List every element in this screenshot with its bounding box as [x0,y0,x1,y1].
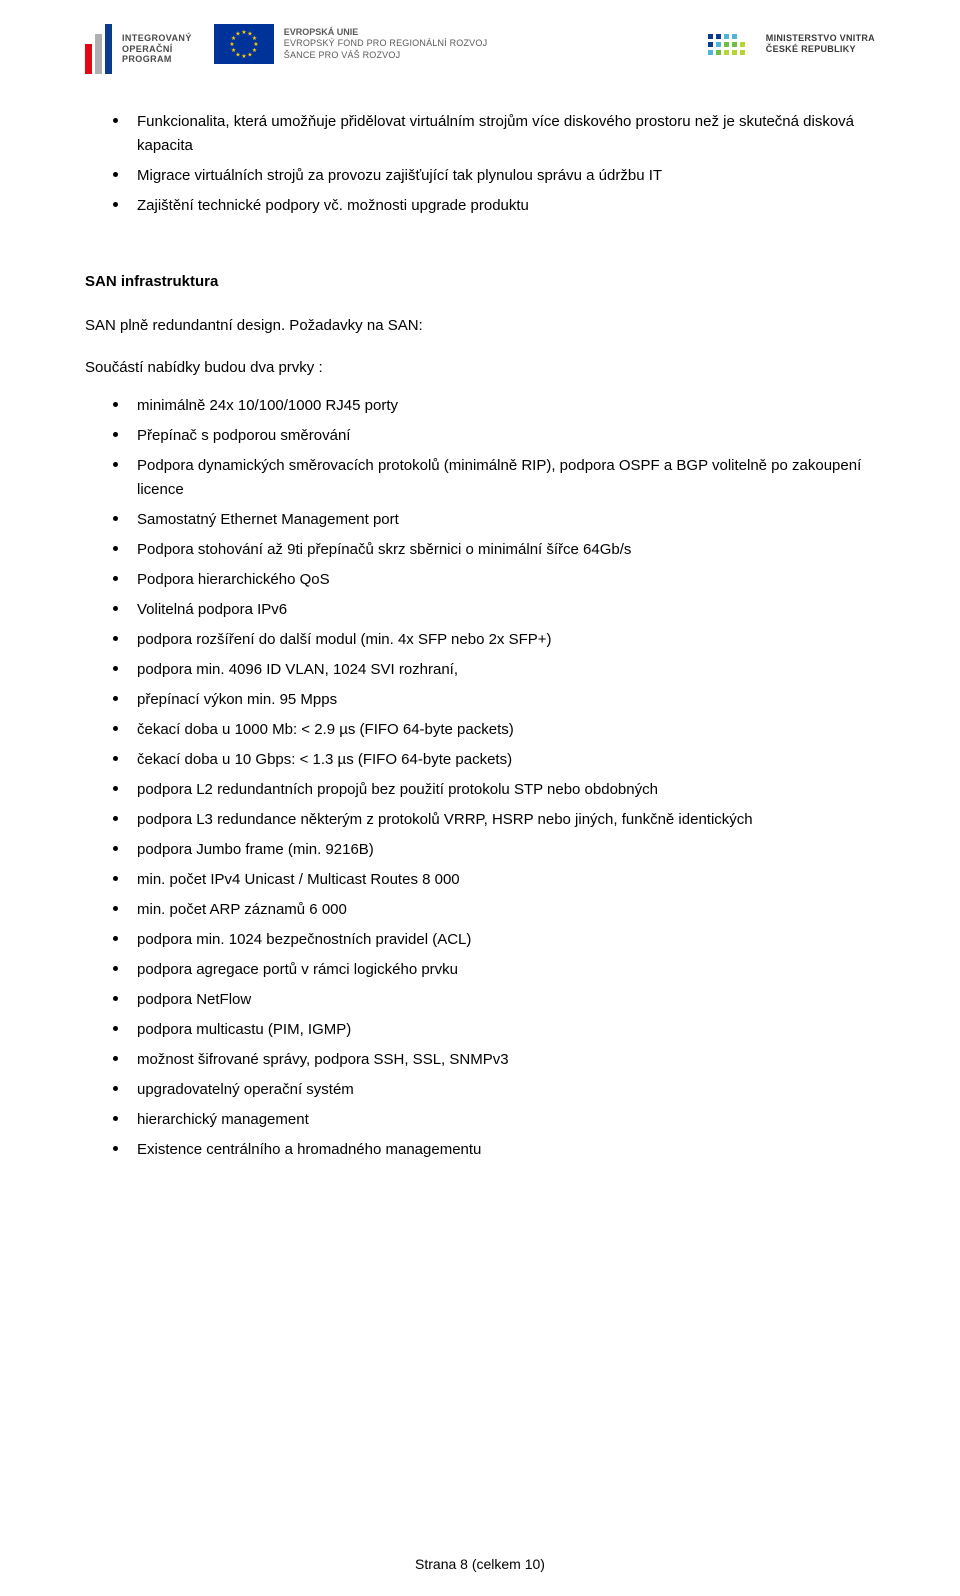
list-item: Existence centrálního a hromadného manag… [113,1138,875,1162]
list-item: Funkcionalita, která umožňuje přidělovat… [113,110,875,158]
list-item: Samostatný Ethernet Management port [113,508,875,532]
san-bullet-list: minimálně 24x 10/100/1000 RJ45 porty Přep… [85,394,875,1162]
list-item: podpora NetFlow [113,988,875,1012]
eu-flag-icon: ★★★★★★★★★★★★ [214,24,274,64]
svg-text:★: ★ [229,41,234,48]
eu-logo: ★★★★★★★★★★★★ EVROPSKÁ UNIE EVROPSKÝ FOND… [214,24,488,64]
list-item: podpora agregace portů v rámci logického… [113,958,875,982]
list-item: Volitelná podpora IPv6 [113,598,875,622]
list-item: čekací doba u 1000 Mb: < 2.9 µs (FIFO 64… [113,718,875,742]
list-item: Podpora hierarchického QoS [113,568,875,592]
mv-line2: ČESKÉ REPUBLIKY [766,44,875,55]
eu-stars-icon: ★★★★★★★★★★★★ [224,24,264,64]
iop-bar [105,24,112,74]
list-item: Podpora stohování až 9ti přepínačů skrz … [113,538,875,562]
list-item: podpora multicastu (PIM, IGMP) [113,1018,875,1042]
svg-text:★: ★ [253,41,258,48]
document-body: Funkcionalita, která umožňuje přidělovat… [85,110,875,1162]
eu-logo-text: EVROPSKÁ UNIE EVROPSKÝ FOND PRO REGIONÁL… [284,27,488,61]
list-item: Zajištění technické podpory vč. možnosti… [113,194,875,218]
mv-logo-text: MINISTERSTVO VNITRA ČESKÉ REPUBLIKY [766,33,875,55]
list-item: Migrace virtuálních strojů za provozu za… [113,164,875,188]
eu-line1: EVROPSKÁ UNIE [284,27,488,38]
mv-mark-icon [698,24,756,64]
iop-bar [95,34,102,74]
list-item: podpora L2 redundantních propojů bez pou… [113,778,875,802]
list-item: Přepínač s podporou směrování [113,424,875,448]
svg-text:★: ★ [231,47,236,54]
list-item: podpora min. 4096 ID VLAN, 1024 SVI rozh… [113,658,875,682]
eu-line2: EVROPSKÝ FOND PRO REGIONÁLNÍ ROZVOJ [284,38,488,49]
top-bullet-list: Funkcionalita, která umožňuje přidělovat… [85,110,875,218]
mv-mark-svg [698,24,756,64]
list-item: upgradovatelný operační systém [113,1078,875,1102]
iop-bars-icon [85,24,112,74]
san-heading: SAN infrastruktura [85,270,875,294]
page-footer: Strana 8 (celkem 10) [0,1556,960,1572]
list-item: čekací doba u 10 Gbps: < 1.3 µs (FIFO 64… [113,748,875,772]
list-item: možnost šifrované správy, podpora SSH, S… [113,1048,875,1072]
list-item: podpora rozšíření do další modul (min. 4… [113,628,875,652]
iop-logo: INTEGROVANÝ OPERAČNÍ PROGRAM [85,24,192,74]
list-item: přepínací výkon min. 95 Mpps [113,688,875,712]
mv-line1: MINISTERSTVO VNITRA [766,33,875,44]
iop-line3: PROGRAM [122,54,192,64]
list-item: Podpora dynamických směrovacích protokol… [113,454,875,502]
svg-text:★: ★ [241,29,246,36]
list-item: hierarchický management [113,1108,875,1132]
list-item: podpora min. 1024 bezpečnostních pravide… [113,928,875,952]
list-item: minimálně 24x 10/100/1000 RJ45 porty [113,394,875,418]
san-intro: SAN plně redundantní design. Požadavky n… [85,314,875,338]
svg-text:★: ★ [235,31,240,38]
mv-logo: MINISTERSTVO VNITRA ČESKÉ REPUBLIKY [698,24,875,64]
svg-text:★: ★ [251,35,256,42]
page: INTEGROVANÝ OPERAČNÍ PROGRAM ★★★★★★★★★★★… [0,0,960,1596]
san-sub: Součástí nabídky budou dva prvky : [85,356,875,380]
iop-bar [85,44,92,74]
header-logos: INTEGROVANÝ OPERAČNÍ PROGRAM ★★★★★★★★★★★… [85,24,875,74]
list-item: min. počet IPv4 Unicast / Multicast Rout… [113,868,875,892]
svg-text:★: ★ [241,53,246,60]
list-item: podpora L3 redundance některým z protoko… [113,808,875,832]
iop-line2: OPERAČNÍ [122,44,192,54]
svg-text:★: ★ [247,51,252,58]
iop-line1: INTEGROVANÝ [122,33,192,43]
eu-line3: ŠANCE PRO VÁŠ ROZVOJ [284,50,488,61]
list-item: podpora Jumbo frame (min. 9216B) [113,838,875,862]
iop-logo-text: INTEGROVANÝ OPERAČNÍ PROGRAM [122,33,192,64]
list-item: min. počet ARP záznamů 6 000 [113,898,875,922]
